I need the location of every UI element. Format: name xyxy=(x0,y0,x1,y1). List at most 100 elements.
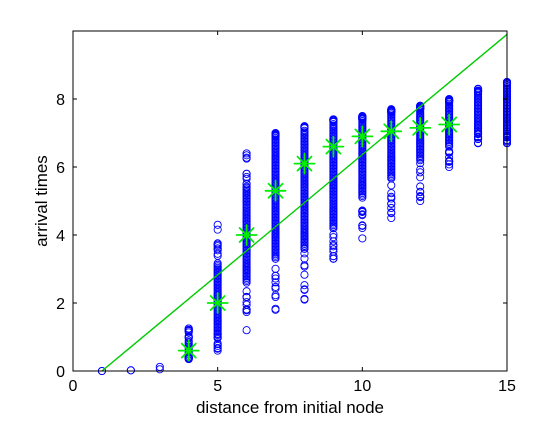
scatter-point xyxy=(242,149,251,158)
scatter-point xyxy=(300,254,309,263)
scatter-point xyxy=(300,285,309,294)
scatter-point xyxy=(271,274,280,283)
scatter-point xyxy=(416,173,425,182)
scatter-point xyxy=(242,326,251,335)
scatter-point xyxy=(474,132,483,141)
scatter-point xyxy=(358,221,367,230)
scatter-point xyxy=(416,159,425,168)
scatter-point xyxy=(329,230,338,239)
scatter-point xyxy=(329,115,338,124)
scatter-point xyxy=(387,181,396,190)
scatter-point xyxy=(184,326,193,335)
scatter-point xyxy=(300,244,309,253)
scatter-point xyxy=(387,203,396,213)
mean-marker xyxy=(380,120,403,143)
scatter-point xyxy=(271,291,280,300)
scatter-point xyxy=(300,122,309,131)
scatter-point xyxy=(242,154,251,163)
scatter-point xyxy=(213,343,222,352)
mean-marker xyxy=(409,117,432,139)
scatter-point xyxy=(242,305,251,314)
fit-line-layer xyxy=(101,33,508,372)
scatter-point xyxy=(387,107,396,116)
scatter-point xyxy=(271,271,280,281)
y-axis-label: arrival times xyxy=(32,155,51,247)
scatter-point xyxy=(387,189,396,198)
scatter-point xyxy=(416,196,425,206)
tick-labels: 0 5 10 15 0 2 4 6 8 xyxy=(56,92,516,395)
scatter-point xyxy=(300,281,309,290)
mean-marker xyxy=(264,179,287,202)
x-tick-label: 10 xyxy=(353,378,371,395)
scatter-point xyxy=(416,165,425,174)
axis-ticks xyxy=(72,31,508,372)
scatter-point xyxy=(300,270,309,279)
mean-marker xyxy=(206,292,229,314)
x-axis-label: distance from initial node xyxy=(196,398,384,417)
scatter-point xyxy=(271,282,280,291)
mean-marker xyxy=(351,125,374,148)
x-tick-label: 15 xyxy=(498,378,516,395)
scatter-point xyxy=(184,324,193,333)
scatter-point xyxy=(474,129,483,138)
scatter-point xyxy=(474,139,483,148)
scatter-point xyxy=(329,233,338,242)
scatter-point xyxy=(213,225,222,234)
mean-marker xyxy=(438,113,461,136)
scatter-point xyxy=(213,220,222,229)
scatter-point xyxy=(387,208,396,217)
scatter-point xyxy=(213,346,222,355)
mean-markers xyxy=(177,113,461,362)
scatter-point xyxy=(358,206,367,215)
scatter-point xyxy=(416,187,425,196)
scatter-point xyxy=(300,126,309,135)
y-tick-label: 4 xyxy=(56,228,65,245)
y-tick-label: 6 xyxy=(56,160,65,177)
scatter-point xyxy=(416,104,425,113)
scatter-point xyxy=(213,330,222,339)
scatter-point xyxy=(213,340,222,349)
fit-line xyxy=(101,33,508,372)
scatter-point xyxy=(474,86,483,95)
scatter-point xyxy=(242,182,251,191)
scatter-point xyxy=(474,134,483,144)
scatter-point xyxy=(242,151,251,160)
scatter-point xyxy=(329,120,338,129)
scatter-point xyxy=(271,305,280,314)
scatter-point xyxy=(445,94,454,104)
scatter-point xyxy=(213,251,222,260)
scatter-point xyxy=(416,182,425,191)
scatter-point xyxy=(213,249,222,258)
scatter-point xyxy=(387,199,396,208)
scatter-point xyxy=(271,264,280,273)
scatter-point xyxy=(300,261,309,270)
scatter-point xyxy=(271,128,280,138)
scatter-point xyxy=(213,240,222,249)
scatter-point xyxy=(474,84,483,93)
scatter-point xyxy=(242,174,251,183)
scatter-point xyxy=(416,101,425,110)
scatter-point xyxy=(242,180,251,189)
y-tick-label: 8 xyxy=(56,92,65,109)
mean-marker xyxy=(322,135,345,158)
scatter-point xyxy=(242,292,251,301)
scatter-point xyxy=(271,292,280,302)
scatter-point xyxy=(155,365,164,374)
scatter-point xyxy=(213,333,222,342)
mean-marker xyxy=(235,224,258,246)
scatter-point xyxy=(445,162,454,172)
scatter-point xyxy=(271,131,280,140)
scatter-point xyxy=(358,111,367,121)
scatter-point xyxy=(387,213,396,223)
mean-marker xyxy=(293,152,316,175)
scatter-point xyxy=(126,366,135,375)
scatter-point xyxy=(416,168,425,177)
x-tick-label: 5 xyxy=(213,378,222,395)
scatter-point xyxy=(387,194,396,203)
scatter-point xyxy=(300,249,309,258)
scatter-point xyxy=(329,242,338,251)
scatter-point xyxy=(329,245,338,254)
x-tick-label: 0 xyxy=(69,378,78,395)
